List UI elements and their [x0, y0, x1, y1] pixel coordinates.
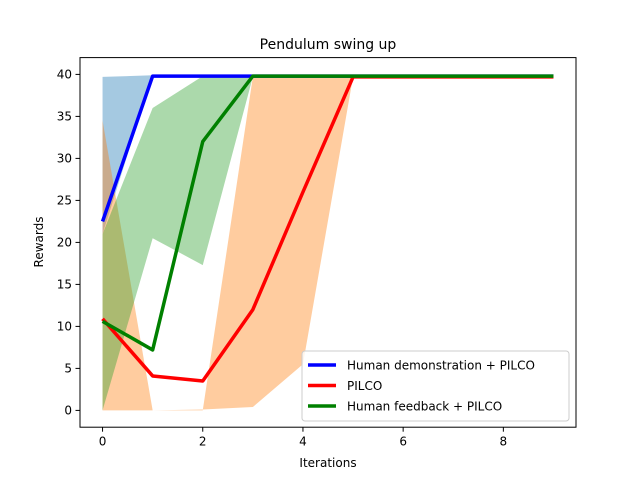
y-tick-label: 40	[57, 68, 72, 82]
x-tick-label: 8	[500, 435, 508, 449]
legend-label-human-demonstration-pilco: Human demonstration + PILCO	[347, 358, 535, 372]
series-lines	[100, 74, 554, 383]
confidence-bands	[102, 75, 554, 411]
y-tick-label: 20	[57, 236, 72, 250]
chart-title: Pendulum swing up	[260, 37, 397, 53]
x-tick-label: 4	[299, 435, 307, 449]
band-pilco-band	[102, 76, 554, 411]
x-axis-ticks: 0 2 4 6 8	[99, 427, 507, 449]
y-tick-label: 25	[57, 194, 72, 208]
y-tick-label: 0	[64, 404, 72, 418]
y-tick-label: 15	[57, 278, 72, 292]
legend-box	[301, 350, 570, 422]
legend: Human demonstration + PILCO PILCO Human fe…	[301, 350, 570, 422]
y-tick-label: 5	[64, 362, 72, 376]
legend-label-pilco: PILCO	[347, 379, 382, 393]
y-tick-label: 30	[57, 152, 72, 166]
y-axis-ticks: 0 5 10 15 20 25 30 35 40	[57, 68, 80, 418]
series-line-human-feedback-pilco	[101, 74, 554, 352]
x-axis-label: Iterations	[299, 456, 356, 470]
x-tick-label: 2	[199, 435, 207, 449]
y-tick-label: 35	[57, 110, 72, 124]
band-human-feedback-pilco-band	[102, 75, 554, 411]
legend-label-human-feedback-pilco: Human feedback + PILCO	[347, 399, 502, 413]
y-tick-label: 10	[57, 320, 72, 334]
x-tick-label: 0	[99, 435, 107, 449]
y-axis-label: Rewards	[32, 217, 46, 268]
x-tick-label: 6	[399, 435, 407, 449]
